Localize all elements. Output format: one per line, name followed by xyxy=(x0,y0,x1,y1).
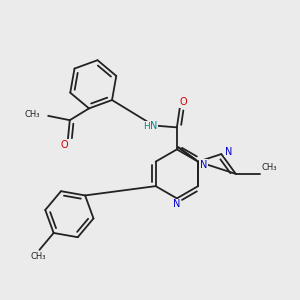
Text: CH₃: CH₃ xyxy=(31,252,46,261)
Text: O: O xyxy=(60,140,68,150)
Text: O: O xyxy=(180,97,188,107)
Text: CH₃: CH₃ xyxy=(24,110,40,119)
Text: CH₃: CH₃ xyxy=(262,164,277,172)
Text: N: N xyxy=(173,199,181,209)
Text: N: N xyxy=(225,147,232,157)
Text: N: N xyxy=(150,121,158,130)
Text: H: H xyxy=(143,122,150,131)
Text: N: N xyxy=(200,160,207,170)
